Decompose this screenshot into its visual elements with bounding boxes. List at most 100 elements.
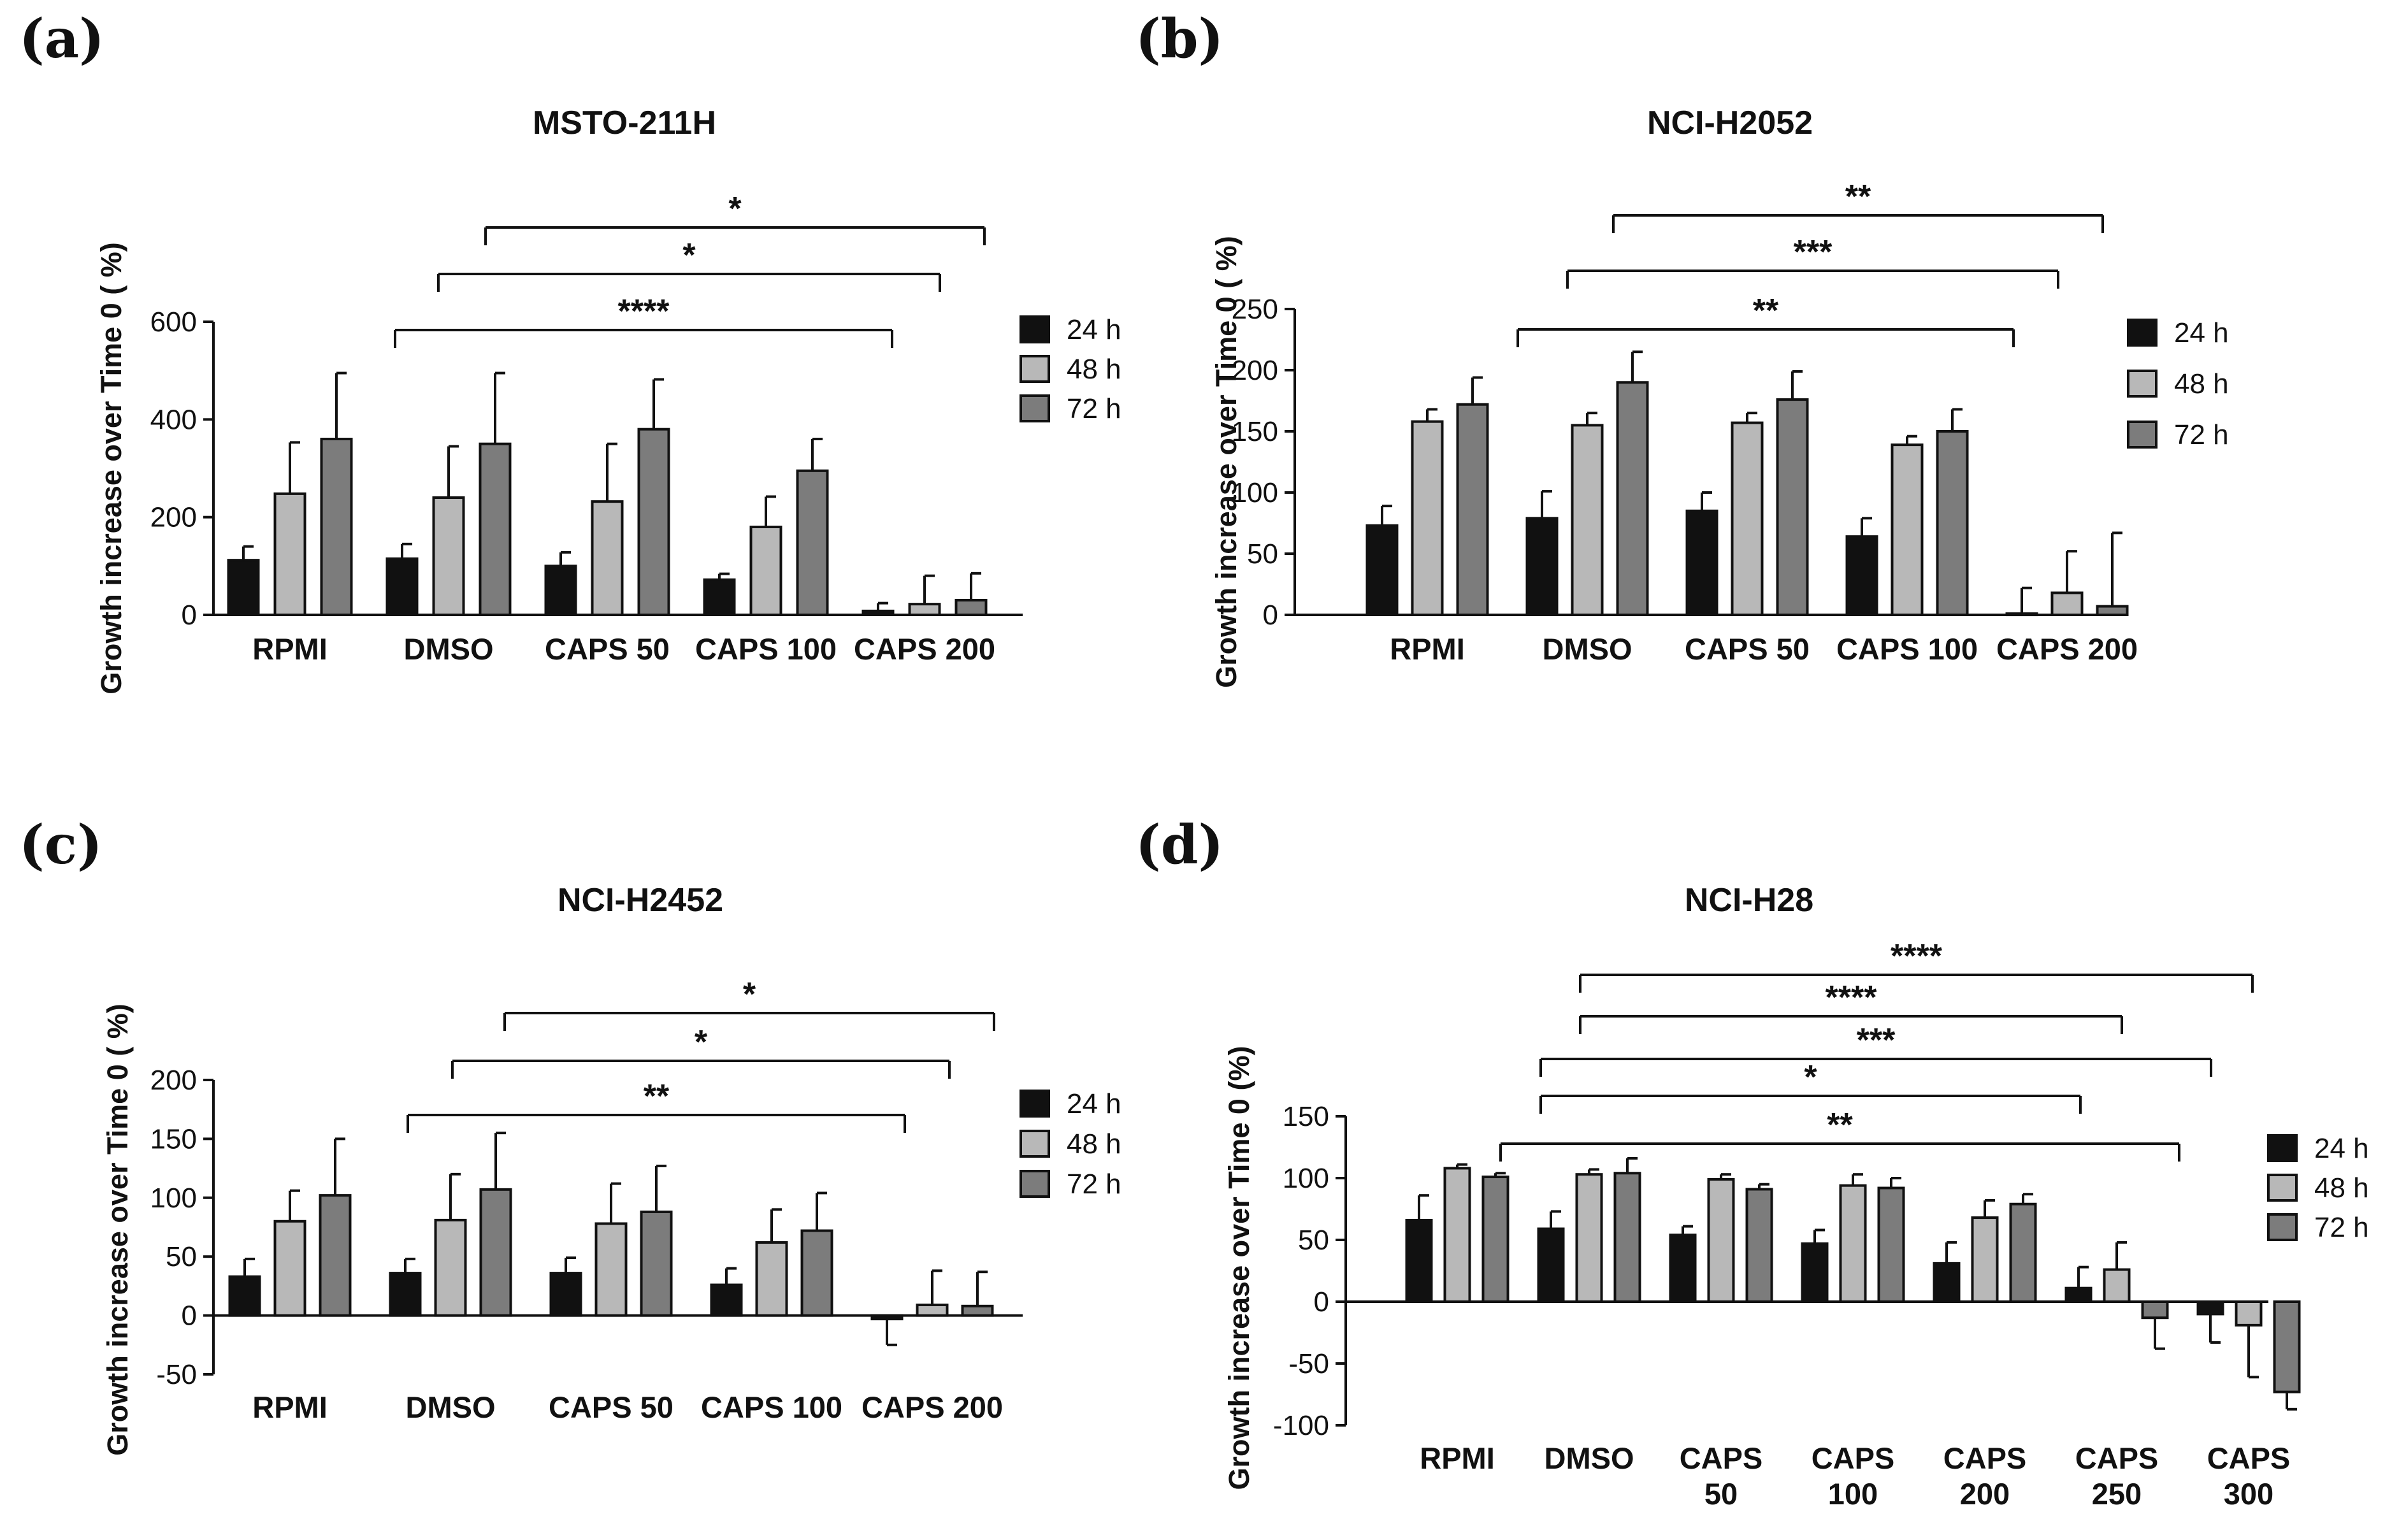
bar-72h-0 [1481,1176,1509,1304]
bar-72h-0 [319,1194,352,1317]
bar-48h-3 [749,526,782,616]
legend-swatch [1019,1130,1050,1158]
bar-24h-3 [710,1283,743,1317]
bar-48h-4 [2050,591,2084,617]
bar-48h-3 [755,1241,788,1317]
y-axis-label: Growth increase over Time 0 ( %) [95,242,127,694]
bar-72h-4 [955,599,988,616]
bar-48h-6 [2235,1300,2263,1327]
bar-24h-4 [861,609,895,616]
bar-48h-1 [1575,1173,1603,1304]
significance-label: **** [1826,979,1878,1016]
category-label: CAPS 50 [549,1390,674,1424]
bar-24h-1 [389,1272,422,1317]
y-tick-label: 150 [150,1123,197,1155]
y-tick-label: -100 [1273,1410,1329,1441]
bar-48h-1 [432,496,465,616]
bar-48h-5 [2103,1268,2131,1304]
bar-24h-3 [1801,1242,1829,1303]
significance-label: * [743,976,756,1013]
category-label: RPMI [1420,1441,1495,1475]
panel-a: (a) MSTO-211H Growth increase over Time 0 … [19,7,1121,694]
bar-24h-1 [1537,1227,1565,1304]
bar-72h-2 [1745,1188,1773,1303]
bar-24h-1 [1525,517,1559,616]
significance-label: *** [1794,234,1833,271]
legend-label: 48 h [2174,368,2229,399]
significance-label: * [1804,1059,1817,1096]
category-label: CAPS 100 [1836,632,1978,666]
chart-title: MSTO-211H [533,104,716,141]
bar-72h-1 [1613,1172,1641,1303]
bar-24h-0 [1365,524,1399,617]
y-tick-label: 200 [150,1065,197,1096]
legend-label: 72 h [2314,1212,2369,1243]
y-tick-label: 100 [1283,1163,1329,1194]
bar-48h-1 [1571,424,1604,617]
bar-72h-2 [640,1210,673,1317]
y-tick-label: 50 [1298,1225,1329,1256]
significance-label: * [728,191,742,227]
bar-72h-1 [479,442,512,617]
category-label: CAPS [1680,1441,1763,1475]
legend-label: 48 h [1067,1128,1121,1160]
y-tick-label: -50 [1288,1348,1329,1379]
category-label: RPMI [252,632,328,666]
category-label: CAPS 100 [695,632,837,666]
bar-48h-3 [1839,1184,1867,1304]
bar-72h-0 [1456,403,1489,616]
y-tick-label: 100 [1232,477,1278,508]
category-label: DMSO [1543,632,1632,666]
legend-swatch [2127,421,2158,449]
bar-48h-2 [591,500,624,617]
bar-24h-4 [870,1314,904,1321]
category-label: CAPS [1812,1441,1895,1475]
bar-72h-4 [2009,1202,2037,1303]
y-tick-label: 250 [1232,294,1278,325]
panel-letter: (b) [1135,7,1223,70]
bar-24h-2 [1685,509,1718,616]
legend-swatch [2267,1174,2298,1202]
bar-48h-2 [1707,1177,1735,1303]
y-tick-label: 600 [150,306,197,338]
category-label: DMSO [404,632,494,666]
bar-24h-2 [549,1272,582,1317]
y-axis-label: Growth increase over Time 0 ( %) [101,1004,134,1455]
bar-48h-4 [916,1303,949,1317]
bar-72h-2 [637,428,670,617]
category-label: CAPS 50 [1685,632,1810,666]
y-tick-label: 0 [182,600,197,631]
bar-48h-3 [1891,443,1924,616]
y-tick-label: 0 [1314,1286,1329,1318]
bar-24h-2 [544,565,577,616]
y-tick-label: 200 [1232,355,1278,386]
legend-label: 72 h [1067,393,1121,424]
legend-label: 48 h [1067,354,1121,385]
bar-24h-0 [227,559,260,617]
significance-label: **** [618,293,670,330]
bar-72h-5 [2141,1300,2169,1320]
category-label: CAPS 200 [854,632,995,666]
bar-72h-1 [479,1188,512,1317]
bar-24h-1 [385,557,419,616]
legend-swatch [1019,1090,1050,1118]
legend-label: 72 h [2174,419,2229,450]
y-tick-label: 0 [1263,600,1278,631]
legend-swatch [2127,319,2158,347]
bar-24h-6 [2196,1300,2224,1316]
bar-24h-3 [703,578,736,616]
y-tick-label: 400 [150,404,197,435]
y-tick-label: 0 [182,1300,197,1332]
legend-swatch [1019,315,1050,343]
bar-72h-3 [1936,430,1969,616]
legend-label: 72 h [1067,1169,1121,1200]
category-label: 300 [2224,1477,2273,1511]
bar-48h-0 [1411,420,1444,616]
bar-48h-2 [1731,421,1764,616]
category-label: CAPS 50 [545,632,670,666]
legend-label: 24 h [1067,1088,1121,1119]
significance-label: **** [1891,938,1943,975]
significance-label: * [695,1024,708,1061]
legend-swatch [1019,1170,1050,1198]
